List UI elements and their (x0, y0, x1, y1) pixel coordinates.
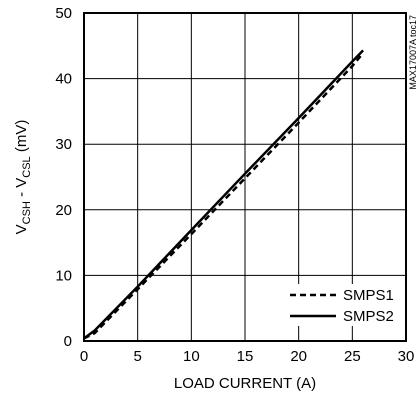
y-axis-title-unit: (mV) (13, 120, 30, 157)
y-axis-title-mid: - V (13, 178, 30, 201)
y-tick-label: 0 (64, 333, 72, 350)
x-tick-label: 20 (290, 348, 307, 365)
legend-box (282, 284, 402, 326)
y-tick-label: 20 (55, 202, 72, 219)
legend-label-smps2: SMPS2 (343, 308, 394, 325)
figure-code: MAX17007A toc17 (408, 15, 418, 90)
y-axis-title-sub2: CSL (21, 156, 33, 177)
y-axis-title: VCSH - VCSL (mV) (13, 120, 33, 235)
x-tick-label: 10 (183, 348, 200, 365)
series-layer (83, 49, 365, 340)
x-tick-label: 30 (398, 348, 415, 365)
legend-label-smps1: SMPS1 (343, 287, 394, 304)
x-axis-title: LOAD CURRENT (A) (174, 375, 316, 392)
series-line-smps1 (83, 52, 365, 340)
ticks: 0 5 10 15 20 25 30 0 10 20 30 40 50 (55, 5, 414, 365)
legend: SMPS1 SMPS2 (282, 284, 402, 326)
x-tick-label: 5 (133, 348, 141, 365)
y-tick-label: 10 (55, 267, 72, 284)
y-axis-title-sub1: CSH (21, 201, 33, 224)
x-tick-label: 15 (237, 348, 254, 365)
series-line-smps2 (83, 49, 364, 340)
y-tick-label: 50 (55, 5, 72, 22)
x-tick-label: 25 (344, 348, 361, 365)
y-tick-label: 30 (55, 136, 72, 153)
x-tick-label: 0 (80, 348, 88, 365)
plot-frame (83, 12, 407, 342)
y-axis-title-v1: V (13, 224, 30, 234)
y-tick-label: 40 (55, 71, 72, 88)
